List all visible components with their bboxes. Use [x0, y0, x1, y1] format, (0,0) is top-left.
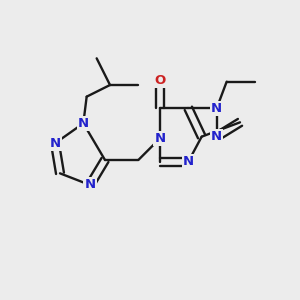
Text: N: N [50, 137, 61, 150]
Text: N: N [78, 117, 89, 130]
Text: N: N [84, 178, 96, 191]
Text: N: N [211, 130, 222, 143]
Text: N: N [183, 155, 194, 168]
Text: N: N [154, 132, 166, 145]
Text: N: N [211, 102, 222, 115]
Text: O: O [154, 74, 166, 86]
